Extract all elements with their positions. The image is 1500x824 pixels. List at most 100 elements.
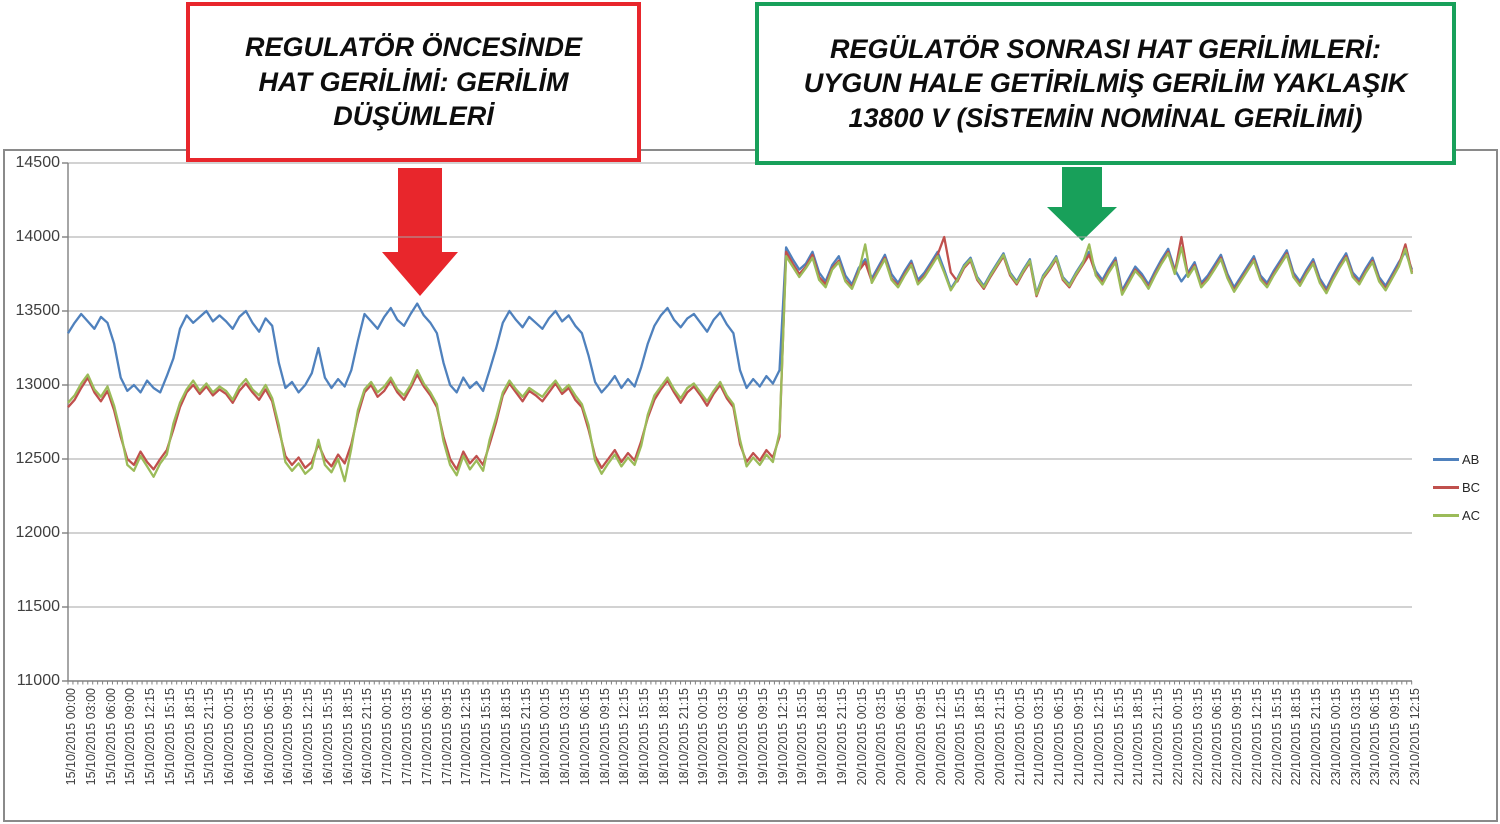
series-line-AC bbox=[67, 243, 1414, 483]
x-axis-tick-label: 19/10/2015 00:15 bbox=[696, 688, 711, 786]
before-regulator-annotation-text: REGULATÖR ÖNCESİNDE HAT GERİLİMİ: GERİLİ… bbox=[244, 32, 582, 132]
legend-label-AB: AB bbox=[1462, 451, 1480, 467]
before-regulator-annotation-box: REGULATÖR ÖNCESİNDE HAT GERİLİMİ: GERİLİ… bbox=[186, 2, 641, 162]
x-axis-tick-label: 22/10/2015 09:15 bbox=[1230, 688, 1245, 786]
x-axis-tick-label: 15/10/2015 09:00 bbox=[123, 688, 138, 786]
x-axis-tick-label: 17/10/2015 12:15 bbox=[459, 688, 474, 786]
x-axis-tick-label: 17/10/2015 15:15 bbox=[479, 688, 494, 786]
legend-swatch-BC bbox=[1433, 485, 1459, 489]
x-axis-tick-label: 21/10/2015 12:15 bbox=[1091, 688, 1106, 786]
x-axis-tick-label: 18/10/2015 09:15 bbox=[597, 688, 612, 786]
x-axis-tick-label: 19/10/2015 03:15 bbox=[716, 688, 731, 786]
x-axis-tick-label: 15/10/2015 03:00 bbox=[83, 688, 98, 786]
x-axis-tick-label: 23/10/2015 03:15 bbox=[1348, 688, 1363, 786]
x-axis-tick-label: 17/10/2015 21:15 bbox=[518, 688, 533, 786]
x-axis-tick-label: 21/10/2015 09:15 bbox=[1072, 688, 1086, 786]
x-axis-tick-label: 21/10/2015 18:15 bbox=[1131, 688, 1146, 786]
x-axis-tick-label: 15/10/2015 15:15 bbox=[162, 688, 177, 786]
x-axis-tick-label: 19/10/2015 15:15 bbox=[795, 688, 810, 786]
legend-item-AB: AB bbox=[1433, 450, 1480, 468]
x-axis-tick-label: 15/10/2015 12:15 bbox=[143, 688, 158, 786]
legend-item-AC: AC bbox=[1433, 506, 1480, 524]
x-axis-tick-label: 22/10/2015 12:15 bbox=[1249, 688, 1264, 786]
x-axis-tick-label: 20/10/2015 09:15 bbox=[913, 688, 928, 786]
x-axis-tick-label: 20/10/2015 15:15 bbox=[953, 688, 968, 786]
x-axis-tick-label: 16/10/2015 03:15 bbox=[241, 688, 256, 786]
x-axis-tick-label: 18/10/2015 21:15 bbox=[676, 688, 691, 786]
x-axis-tick-label: 17/10/2015 00:15 bbox=[380, 688, 395, 786]
x-axis-tick-label: 22/10/2015 06:15 bbox=[1210, 688, 1225, 786]
x-axis-tick-label: 23/10/2015 09:15 bbox=[1388, 688, 1403, 786]
legend-swatch-AC bbox=[1433, 513, 1459, 517]
x-axis-tick-label: 16/10/2015 00:15 bbox=[222, 688, 237, 786]
x-axis-tick-label: 15/10/2015 06:00 bbox=[103, 688, 118, 786]
x-axis-tick-label: 16/10/2015 21:15 bbox=[360, 688, 375, 786]
x-axis-tick-label: 20/10/2015 18:15 bbox=[973, 688, 988, 786]
x-axis-tick-label: 20/10/2015 00:15 bbox=[854, 688, 869, 786]
x-axis-tick-label: 17/10/2015 09:15 bbox=[439, 688, 454, 786]
x-axis-tick-label: 16/10/2015 09:15 bbox=[281, 688, 296, 786]
x-axis-tick-label: 21/10/2015 15:15 bbox=[1111, 688, 1126, 786]
x-axis-tick-label: 18/10/2015 00:15 bbox=[538, 688, 553, 786]
green-arrow-icon bbox=[1047, 167, 1117, 241]
x-axis-tick-label: 18/10/2015 03:15 bbox=[558, 688, 573, 786]
series-line-AB bbox=[67, 246, 1414, 394]
y-axis-tick-label: 13000 bbox=[15, 376, 61, 393]
x-axis-tick-label: 17/10/2015 03:15 bbox=[400, 688, 414, 786]
series-lines bbox=[67, 235, 1414, 483]
x-axis-tick-label: 16/10/2015 18:15 bbox=[340, 688, 355, 786]
x-axis-tick-label: 19/10/2015 21:15 bbox=[834, 688, 849, 786]
x-axis-tick-label: 18/10/2015 15:15 bbox=[637, 688, 652, 786]
gridlines bbox=[68, 162, 1412, 682]
y-axis-tick-label: 14000 bbox=[15, 228, 61, 245]
x-axis-tick-label: 17/10/2015 18:15 bbox=[498, 688, 513, 786]
y-axis-tick-label: 12500 bbox=[15, 450, 61, 467]
x-axis-tick-label: 21/10/2015 06:15 bbox=[1052, 688, 1067, 786]
x-axis-tick-label: 20/10/2015 03:15 bbox=[874, 688, 889, 786]
x-axis-tick-label: 22/10/2015 15:15 bbox=[1269, 688, 1284, 786]
x-axis-tick-label: 20/10/2015 12:15 bbox=[933, 688, 948, 786]
x-axis-tick-label: 21/10/2015 21:15 bbox=[1151, 688, 1166, 786]
x-axis-tick-label: 21/10/2015 03:15 bbox=[1032, 688, 1047, 786]
x-axis-tick-label: 18/10/2015 12:15 bbox=[617, 688, 632, 786]
after-regulator-annotation-text: REGÜLATÖR SONRASI HAT GERİLİMLERİ: UYGUN… bbox=[803, 33, 1408, 133]
y-axis-tick-label: 12000 bbox=[15, 524, 61, 541]
x-axis-tick-label: 15/10/2015 21:15 bbox=[202, 688, 217, 786]
x-axis-tick-label: 17/10/2015 06:15 bbox=[419, 688, 434, 786]
x-axis-tick-label: 19/10/2015 12:15 bbox=[775, 688, 790, 786]
x-axis-tick-label: 23/10/2015 12:15 bbox=[1408, 688, 1422, 786]
x-axis-tick-label: 16/10/2015 12:15 bbox=[301, 688, 316, 786]
y-axis-tick-label: 11000 bbox=[16, 672, 60, 689]
legend-swatch-AB bbox=[1433, 457, 1459, 461]
legend-item-BC: BC bbox=[1433, 478, 1480, 496]
red-arrow-icon bbox=[382, 168, 458, 296]
x-axis-tick-label: 19/10/2015 06:15 bbox=[736, 688, 750, 786]
y-axis-tick-label: 13500 bbox=[15, 302, 61, 319]
x-axis-tick-label: 19/10/2015 09:15 bbox=[755, 688, 770, 786]
x-axis-tick-label: 16/10/2015 15:15 bbox=[320, 688, 335, 786]
after-regulator-annotation-box: REGÜLATÖR SONRASI HAT GERİLİMLERİ: UYGUN… bbox=[755, 2, 1456, 165]
x-axis-tick-label: 15/10/2015 18:15 bbox=[182, 688, 197, 786]
y-axis-tick-label: 11500 bbox=[16, 598, 60, 615]
axes bbox=[62, 162, 1413, 685]
x-axis-tick-label: 18/10/2015 18:15 bbox=[656, 688, 671, 786]
x-axis-tick-label: 22/10/2015 03:15 bbox=[1190, 688, 1205, 786]
y-axis-tick-label: 14500 bbox=[15, 154, 61, 171]
x-axis-tick-label: 20/10/2015 06:15 bbox=[894, 688, 909, 786]
x-axis-tick-label: 19/10/2015 18:15 bbox=[815, 688, 830, 786]
chart-frame bbox=[3, 149, 1498, 822]
legend-label-BC: BC bbox=[1462, 479, 1481, 495]
x-axis-tick-label: 15/10/2015 00:00 bbox=[64, 688, 78, 786]
x-axis-tick-label: 23/10/2015 00:15 bbox=[1328, 688, 1343, 786]
legend-label-AC: AC bbox=[1462, 507, 1481, 523]
x-axis-tick-label: 23/10/2015 06:15 bbox=[1368, 688, 1383, 786]
legend: AB BC AC bbox=[1433, 450, 1480, 534]
x-axis-tick-label: 18/10/2015 06:15 bbox=[577, 688, 592, 786]
x-axis-tick-label: 22/10/2015 21:15 bbox=[1309, 688, 1324, 786]
x-axis-tick-label: 16/10/2015 06:15 bbox=[261, 688, 276, 786]
x-axis-tick-label: 22/10/2015 00:15 bbox=[1170, 688, 1185, 786]
x-axis-tick-label: 20/10/2015 21:15 bbox=[992, 688, 1007, 786]
x-axis-tick-label: 22/10/2015 18:15 bbox=[1289, 688, 1304, 786]
